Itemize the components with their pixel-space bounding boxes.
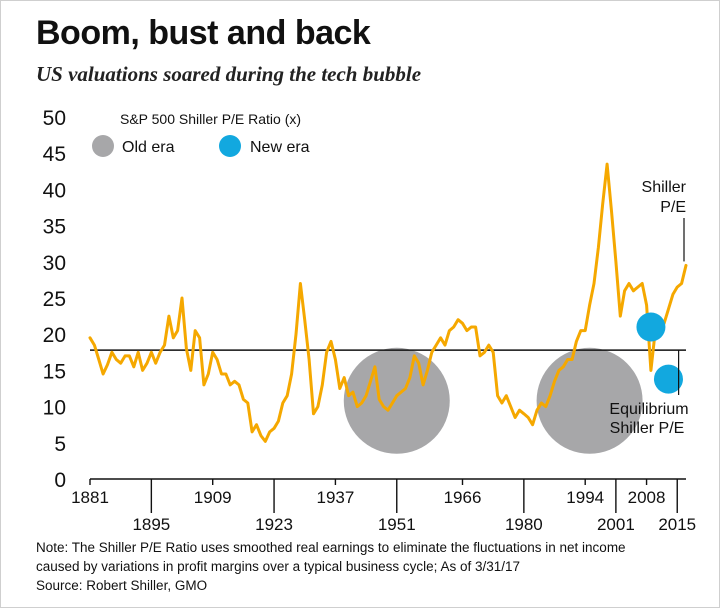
footnote: Note: The Shiller P/E Ratio uses smoothe… [36, 538, 696, 595]
y-tick-label-20: 20 [43, 324, 66, 347]
x-tick-label-1980: 1980 [505, 515, 543, 534]
old-era-circle-0 [343, 347, 450, 454]
legend: Old era New era [92, 135, 310, 157]
legend-new-era-swatch [219, 135, 241, 157]
x-tick-label-1923: 1923 [255, 515, 293, 534]
y-tick-label-5: 5 [54, 433, 66, 456]
x-tick-label-1951: 1951 [378, 515, 416, 534]
x-axis-ticks: 1881 1909 1937 1966 1994 2008 1895 1923 1951 1980… [71, 479, 696, 534]
y-axis-ticks: 0 5 10 15 20 25 30 35 40 45 50 [43, 107, 66, 492]
x-tick-label-2015: 2015 [658, 515, 696, 534]
new-era-circle-2 [636, 312, 666, 342]
x-tick-label-1937: 1937 [316, 488, 354, 507]
y-tick-label-15: 15 [43, 360, 66, 383]
annotation-shiller-line2: P/E [660, 199, 686, 216]
y-tick-label-40: 40 [43, 179, 66, 202]
legend-old-era-label: Old era [122, 139, 175, 156]
series-line-shiller-pe [88, 162, 688, 443]
legend-new-era-label: New era [250, 139, 310, 156]
note-line-2: caused by variations in profit margins o… [36, 559, 520, 574]
y-tick-label-25: 25 [43, 288, 66, 311]
y-tick-label-50: 50 [43, 107, 66, 130]
era-highlights [343, 347, 643, 454]
new-era-highlights [636, 312, 683, 394]
x-tick-label-1881: 1881 [71, 488, 109, 507]
y-tick-label-45: 45 [43, 143, 66, 166]
old-era-circle-1 [536, 347, 643, 454]
annotation-equilibrium-line1: Equilibrium [609, 401, 688, 418]
source-line: Source: Robert Shiller, GMO [36, 578, 208, 593]
chart-subtitle: US valuations soared during the tech bub… [36, 62, 422, 86]
note-line-1: Note: The Shiller P/E Ratio uses smoothe… [36, 540, 626, 555]
x-tick-label-1895: 1895 [132, 515, 170, 534]
x-tick-label-2001: 2001 [597, 515, 635, 534]
y-tick-label-30: 30 [43, 252, 66, 275]
chart-title: Boom, bust and back [36, 14, 371, 52]
annotation-equilibrium-line2: Shiller P/E [610, 420, 685, 437]
x-tick-label-1966: 1966 [444, 488, 482, 507]
y-tick-label-10: 10 [43, 397, 66, 420]
new-era-circle-3 [653, 364, 683, 394]
y-axis-label: S&P 500 Shiller P/E Ratio (x) [120, 111, 301, 127]
x-tick-label-1909: 1909 [194, 488, 232, 507]
x-tick-label-2008: 2008 [628, 488, 666, 507]
y-tick-label-0: 0 [54, 469, 66, 492]
x-tick-label-1994: 1994 [566, 488, 604, 507]
legend-old-era-swatch [92, 135, 114, 157]
annotation-shiller-line1: Shiller [642, 179, 687, 196]
y-tick-label-35: 35 [43, 216, 66, 239]
